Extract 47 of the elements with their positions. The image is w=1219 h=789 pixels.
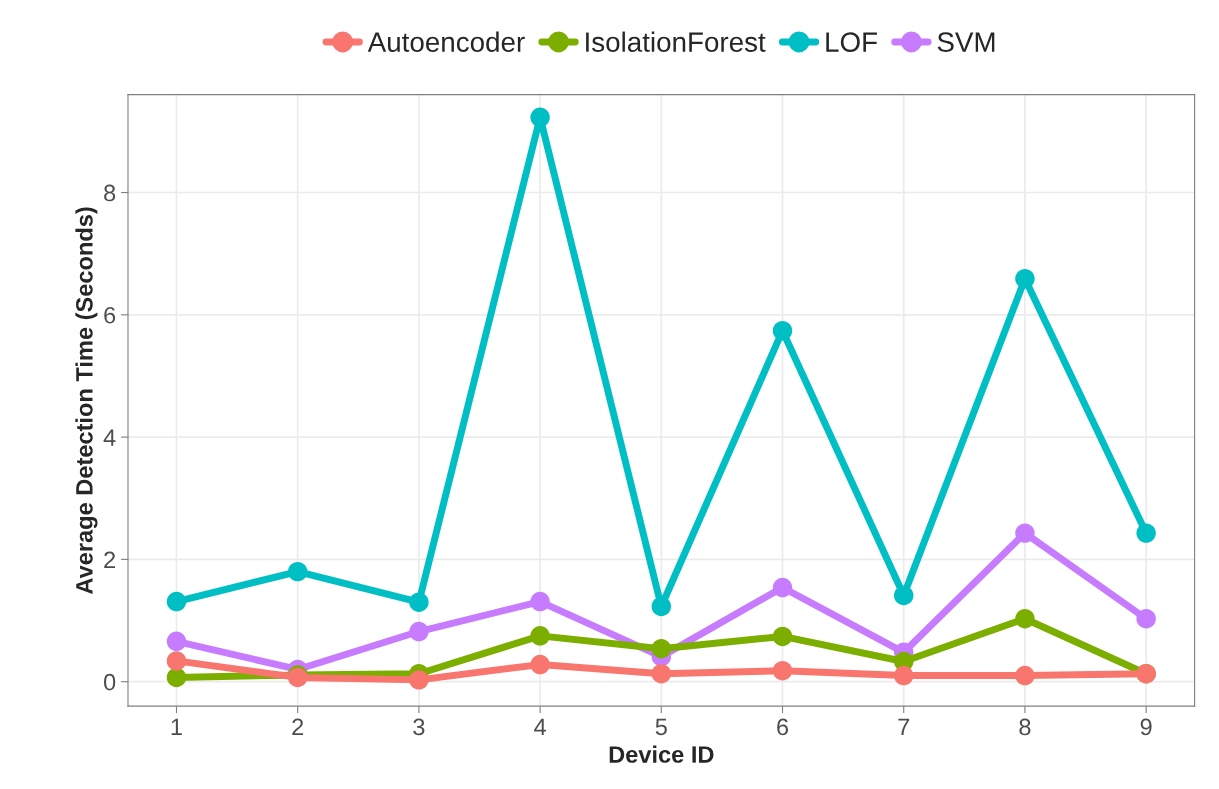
x-tick-label: 3 bbox=[413, 718, 425, 736]
x-tick-label: 4 bbox=[534, 718, 546, 736]
point bbox=[1015, 608, 1035, 629]
y-tick-label: 8 bbox=[104, 184, 116, 202]
point bbox=[166, 631, 187, 652]
legend-label: SVM bbox=[937, 32, 995, 52]
legend-label: Autoencoder bbox=[367, 31, 525, 52]
point bbox=[166, 591, 187, 612]
point bbox=[894, 585, 914, 606]
point bbox=[1015, 665, 1035, 686]
point bbox=[287, 561, 308, 582]
point bbox=[651, 638, 672, 659]
point bbox=[530, 107, 550, 128]
x-tick-label: 1 bbox=[171, 718, 182, 736]
point bbox=[530, 654, 550, 675]
x-tick-label: 5 bbox=[655, 718, 667, 736]
x-tick-label: 6 bbox=[777, 718, 789, 736]
x-tick-label: 2 bbox=[292, 718, 304, 736]
point bbox=[1136, 523, 1156, 543]
legend-label: IsolationForest bbox=[586, 31, 766, 52]
y-tick-label: 0 bbox=[103, 673, 116, 691]
point bbox=[772, 577, 793, 598]
point bbox=[409, 592, 429, 612]
x-tick-label: 9 bbox=[1140, 718, 1152, 736]
point bbox=[651, 596, 672, 617]
y-tick-label: 2 bbox=[104, 551, 116, 568]
point bbox=[530, 626, 550, 646]
point bbox=[166, 667, 187, 688]
point bbox=[530, 591, 550, 612]
point bbox=[409, 621, 429, 642]
point bbox=[409, 670, 429, 690]
y-tick-label: 6 bbox=[104, 306, 116, 324]
point bbox=[1015, 523, 1035, 543]
point bbox=[651, 664, 672, 684]
point bbox=[772, 320, 793, 341]
point bbox=[772, 660, 793, 681]
y-tick-label: 4 bbox=[103, 429, 116, 446]
point bbox=[1136, 608, 1156, 629]
x-tick-label: 7 bbox=[898, 718, 910, 736]
legend-label: LOF bbox=[826, 32, 877, 52]
y-axis-title: Average Detection Time (Seconds) bbox=[75, 207, 98, 595]
x-tick-label: 8 bbox=[1019, 718, 1031, 736]
x-axis-title: Device ID bbox=[609, 745, 714, 763]
point bbox=[1015, 269, 1035, 289]
point bbox=[166, 651, 187, 671]
point bbox=[772, 626, 793, 647]
point bbox=[894, 665, 914, 686]
